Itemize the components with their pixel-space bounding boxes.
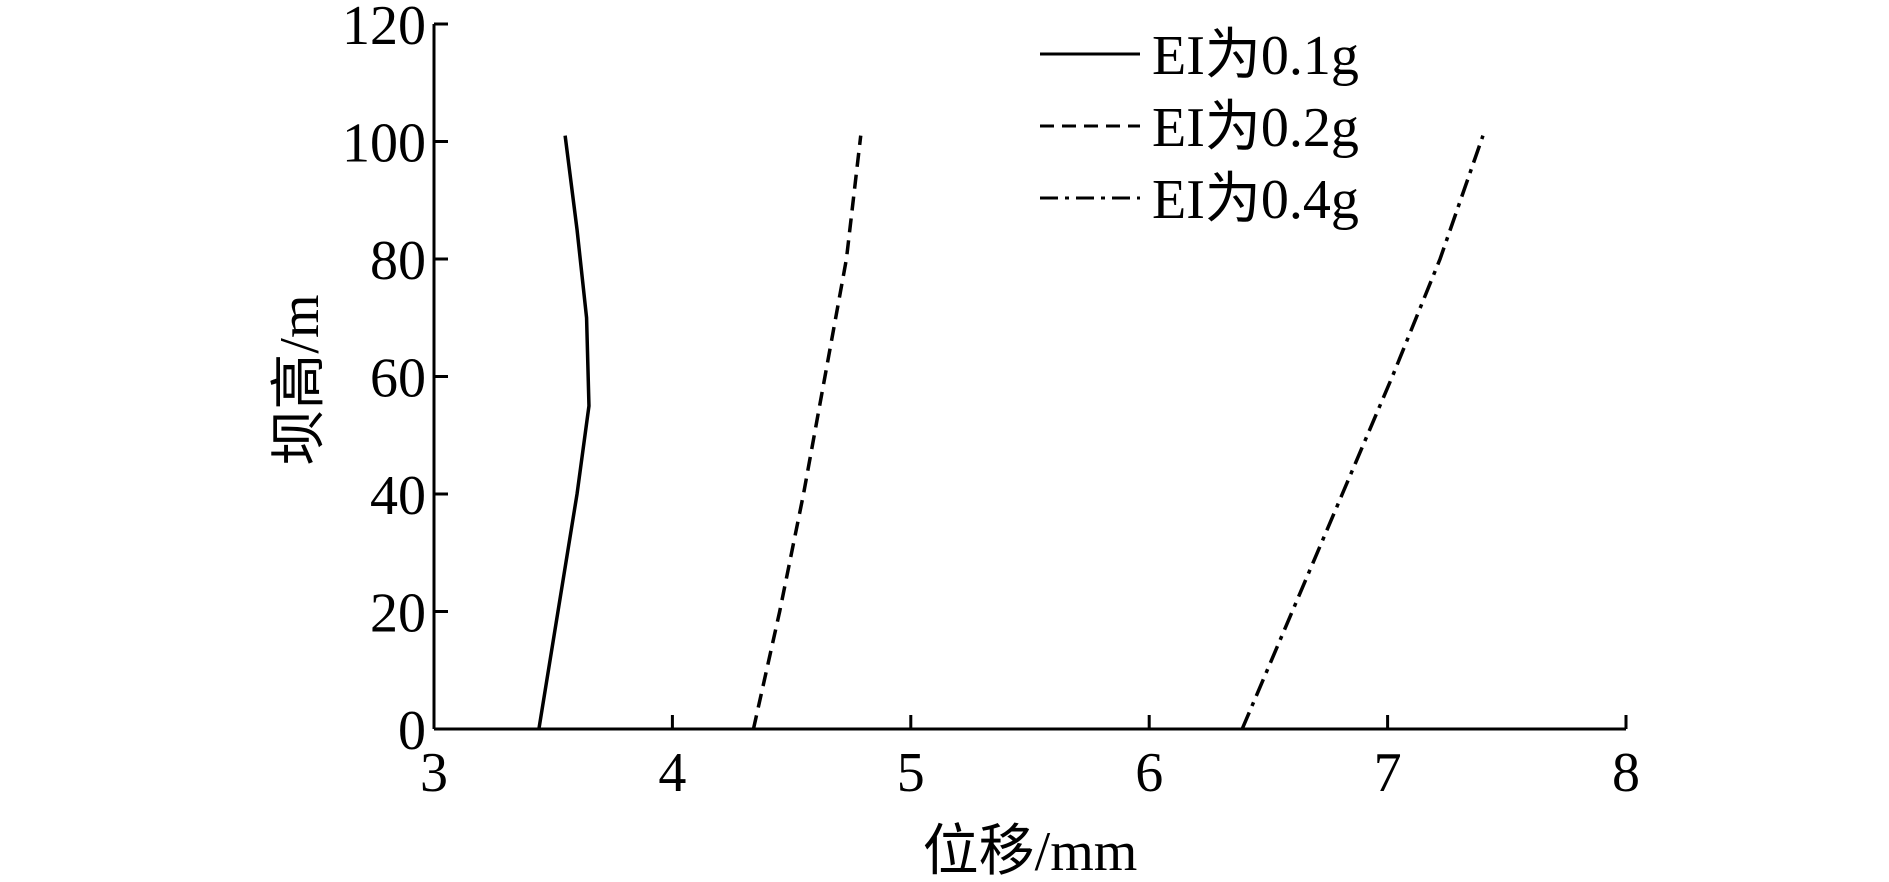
x-tick-label: 3 [420,742,448,804]
data-line [1240,135,1485,730]
legend-label: EI为0.2g [1152,97,1359,159]
y-tick-label: 120 [342,0,426,57]
data-line [751,135,863,730]
y-tick-label: 80 [370,230,426,292]
x-tick-label: 8 [1612,742,1640,804]
x-tick-label: 7 [1374,742,1402,804]
x-axis-label: 位移/mm [923,821,1138,882]
y-tick-label: 20 [370,583,426,645]
y-tick-label: 100 [342,113,426,175]
x-tick-label: 5 [897,742,925,804]
y-tick-label: 60 [370,348,426,410]
y-tick-label: 40 [370,465,426,527]
y-tick-label: 0 [398,700,426,762]
y-axis-label: 坝高/m [269,294,331,465]
data-line [537,135,591,730]
legend-label: EI为0.4g [1152,169,1359,231]
x-tick-label: 4 [658,742,686,804]
x-tick-label: 6 [1135,742,1163,804]
legend-label: EI为0.1g [1152,25,1359,87]
